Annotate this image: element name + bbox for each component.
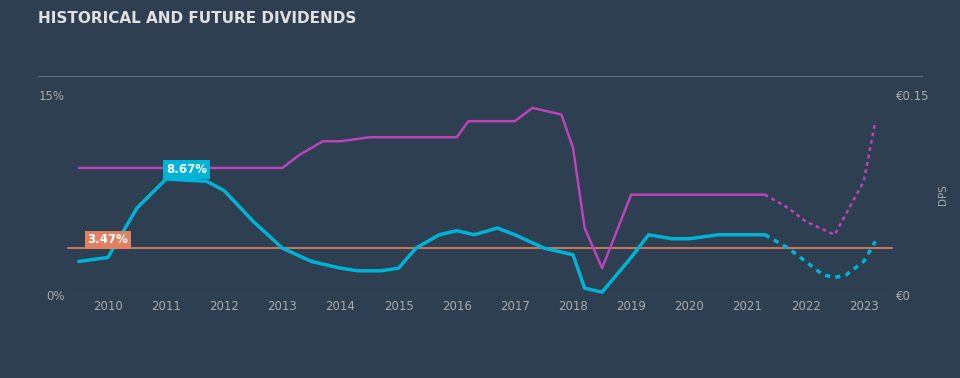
Text: 8.67%: 8.67% xyxy=(166,163,207,177)
Text: HISTORICAL AND FUTURE DIVIDENDS: HISTORICAL AND FUTURE DIVIDENDS xyxy=(38,11,357,26)
Legend: EGL yield, EGL annual DPS, Construction, Market: EGL yield, EGL annual DPS, Construction,… xyxy=(223,377,621,378)
Text: DPS: DPS xyxy=(938,184,948,205)
Text: 3.47%: 3.47% xyxy=(87,234,129,246)
